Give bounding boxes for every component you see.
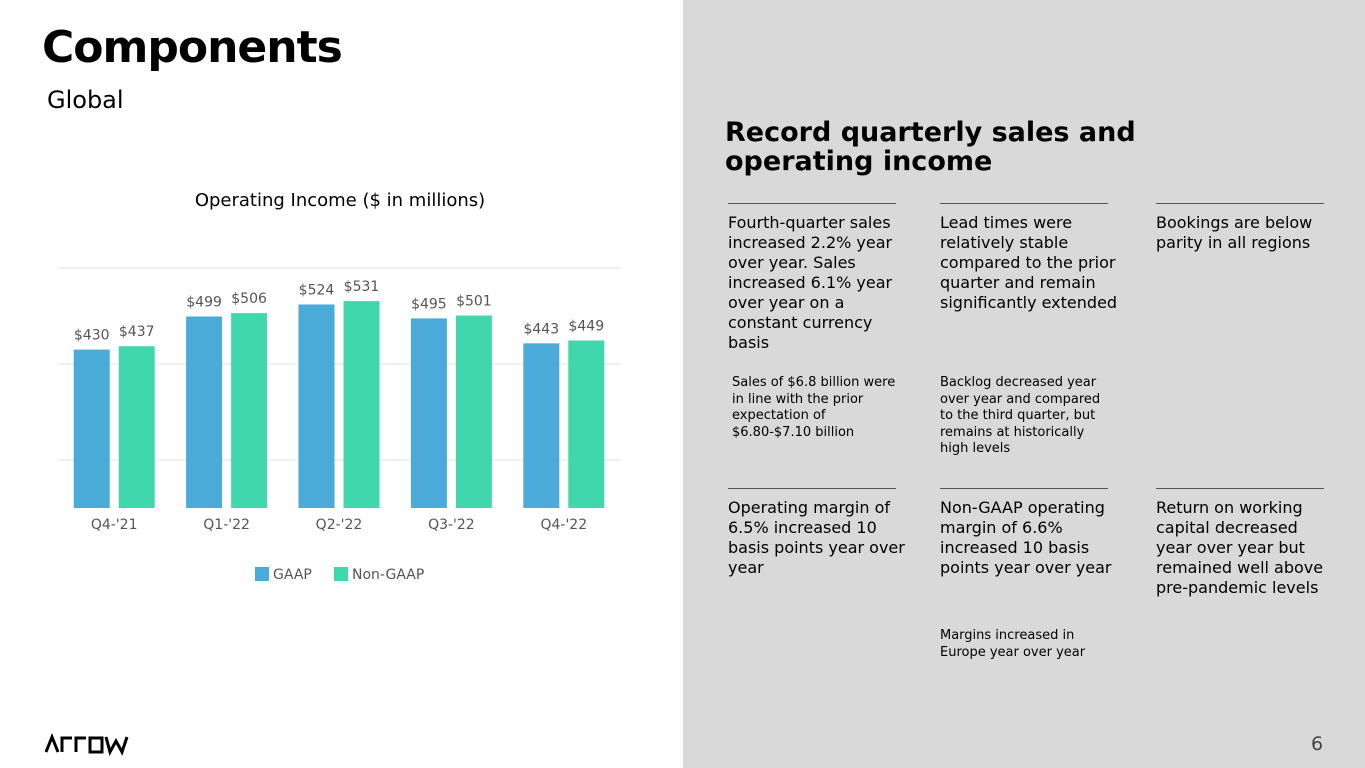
bar <box>523 343 560 508</box>
value-label: $506 <box>231 291 267 307</box>
point-headline: Bookings are below parity in all regions <box>1156 213 1313 252</box>
value-label: $499 <box>186 294 222 310</box>
bar <box>298 304 335 508</box>
divider <box>728 203 896 204</box>
value-label: $531 <box>344 279 380 295</box>
bar <box>73 349 110 508</box>
page-number: 6 <box>1311 733 1324 755</box>
point-headline: Lead times were relatively stable compar… <box>940 213 1118 312</box>
x-tick-label: Q4-'22 <box>540 517 587 533</box>
chart: Operating Income ($ in millions) Q4-'21 $… <box>44 190 620 757</box>
bar <box>410 318 447 508</box>
value-label: $443 <box>523 321 559 337</box>
slide-subtitle: Global <box>47 86 124 114</box>
point-headline: Return on working capital decreased year… <box>1156 498 1324 597</box>
divider <box>1156 203 1324 204</box>
point-headline: Non-GAAP operating margin of 6.6% increa… <box>940 498 1112 577</box>
bar <box>186 316 223 508</box>
slide-title: Components <box>42 22 343 73</box>
point-detail: Backlog decreased year over year and com… <box>940 375 1101 456</box>
bar <box>455 315 492 508</box>
chart-title: Operating Income ($ in millions) <box>195 190 485 211</box>
x-tick-label: Q3-'22 <box>428 517 475 533</box>
summary-panel <box>683 0 1365 768</box>
value-label: $449 <box>568 318 604 334</box>
divider <box>940 488 1108 489</box>
legend-label: Non-GAAP <box>352 567 424 583</box>
value-label: $437 <box>119 324 155 340</box>
value-label: $430 <box>74 328 110 344</box>
x-tick-label: Q2-'22 <box>316 517 363 533</box>
point-headline: Operating margin of 6.5% increased 10 ba… <box>728 498 905 577</box>
x-tick-label: Q4-'21 <box>91 517 138 533</box>
panel-heading: Record quarterly sales and operating inc… <box>725 117 1136 177</box>
value-label: $524 <box>299 282 335 298</box>
point-headline: Fourth-quarter sales increased 2.2% year… <box>728 213 893 352</box>
point-detail: Margins increased in Europe year over ye… <box>940 628 1086 660</box>
x-tick-label: Q1-'22 <box>203 517 250 533</box>
value-label: $501 <box>456 294 492 310</box>
bar <box>343 301 380 508</box>
divider <box>1156 488 1324 489</box>
divider <box>940 203 1108 204</box>
legend-swatch <box>255 567 269 581</box>
legend-label: GAAP <box>273 567 312 583</box>
bar <box>231 313 268 508</box>
divider <box>728 488 896 489</box>
point-detail: Sales of $6.8 billion were in line with … <box>732 375 896 440</box>
legend-swatch <box>334 567 348 581</box>
logo <box>44 732 129 757</box>
value-label: $495 <box>411 296 447 312</box>
bar <box>568 340 605 508</box>
bar <box>118 346 155 508</box>
